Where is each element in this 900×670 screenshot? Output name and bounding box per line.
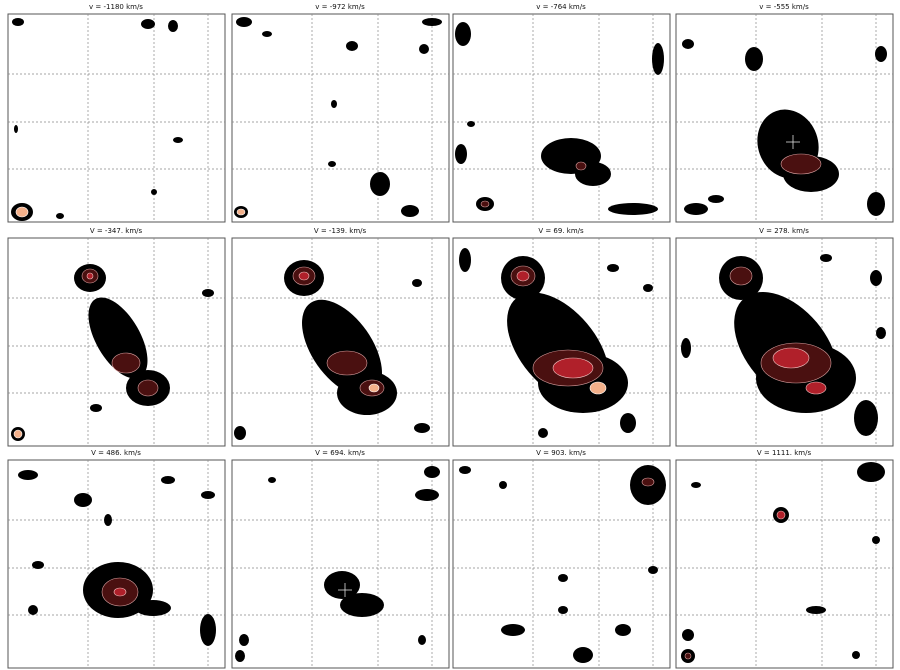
panel-title: V = 903. km/s — [536, 449, 586, 457]
panel-title: V = -139. km/s — [314, 227, 367, 235]
panel-title: V = -347. km/s — [90, 227, 143, 235]
panel: V = 486. km/s — [8, 449, 225, 668]
panel-title: v = -764 km/s — [536, 3, 586, 11]
panel: V = 278. km/s — [676, 227, 893, 446]
panel: V = 903. km/s — [453, 449, 670, 668]
panel: v = -1180 km/s — [8, 3, 225, 222]
panel: v = -555 km/s — [676, 3, 893, 222]
panel-title: V = 69. km/s — [538, 227, 584, 235]
panel-title: v = -972 km/s — [315, 3, 365, 11]
panel-title: V = 694. km/s — [315, 449, 365, 457]
channel-maps: v = -1180 km/s v = -972 km/s v = -764 km… — [0, 0, 900, 670]
panel-title: v = -1180 km/s — [89, 3, 143, 11]
panel-title: V = 1111. km/s — [757, 449, 812, 457]
panel-title: V = 278. km/s — [759, 227, 809, 235]
panel: V = -347. km/s — [8, 227, 225, 446]
panel-title: v = -555 km/s — [759, 3, 809, 11]
panel: V = 694. km/s — [232, 449, 449, 668]
panel: V = 1111. km/s — [676, 449, 893, 668]
panel: v = -764 km/s — [453, 3, 670, 222]
panel: V = 69. km/s — [453, 227, 670, 446]
panel: v = -972 km/s — [232, 3, 449, 222]
panel-title: V = 486. km/s — [91, 449, 141, 457]
panel: V = -139. km/s — [232, 227, 449, 446]
